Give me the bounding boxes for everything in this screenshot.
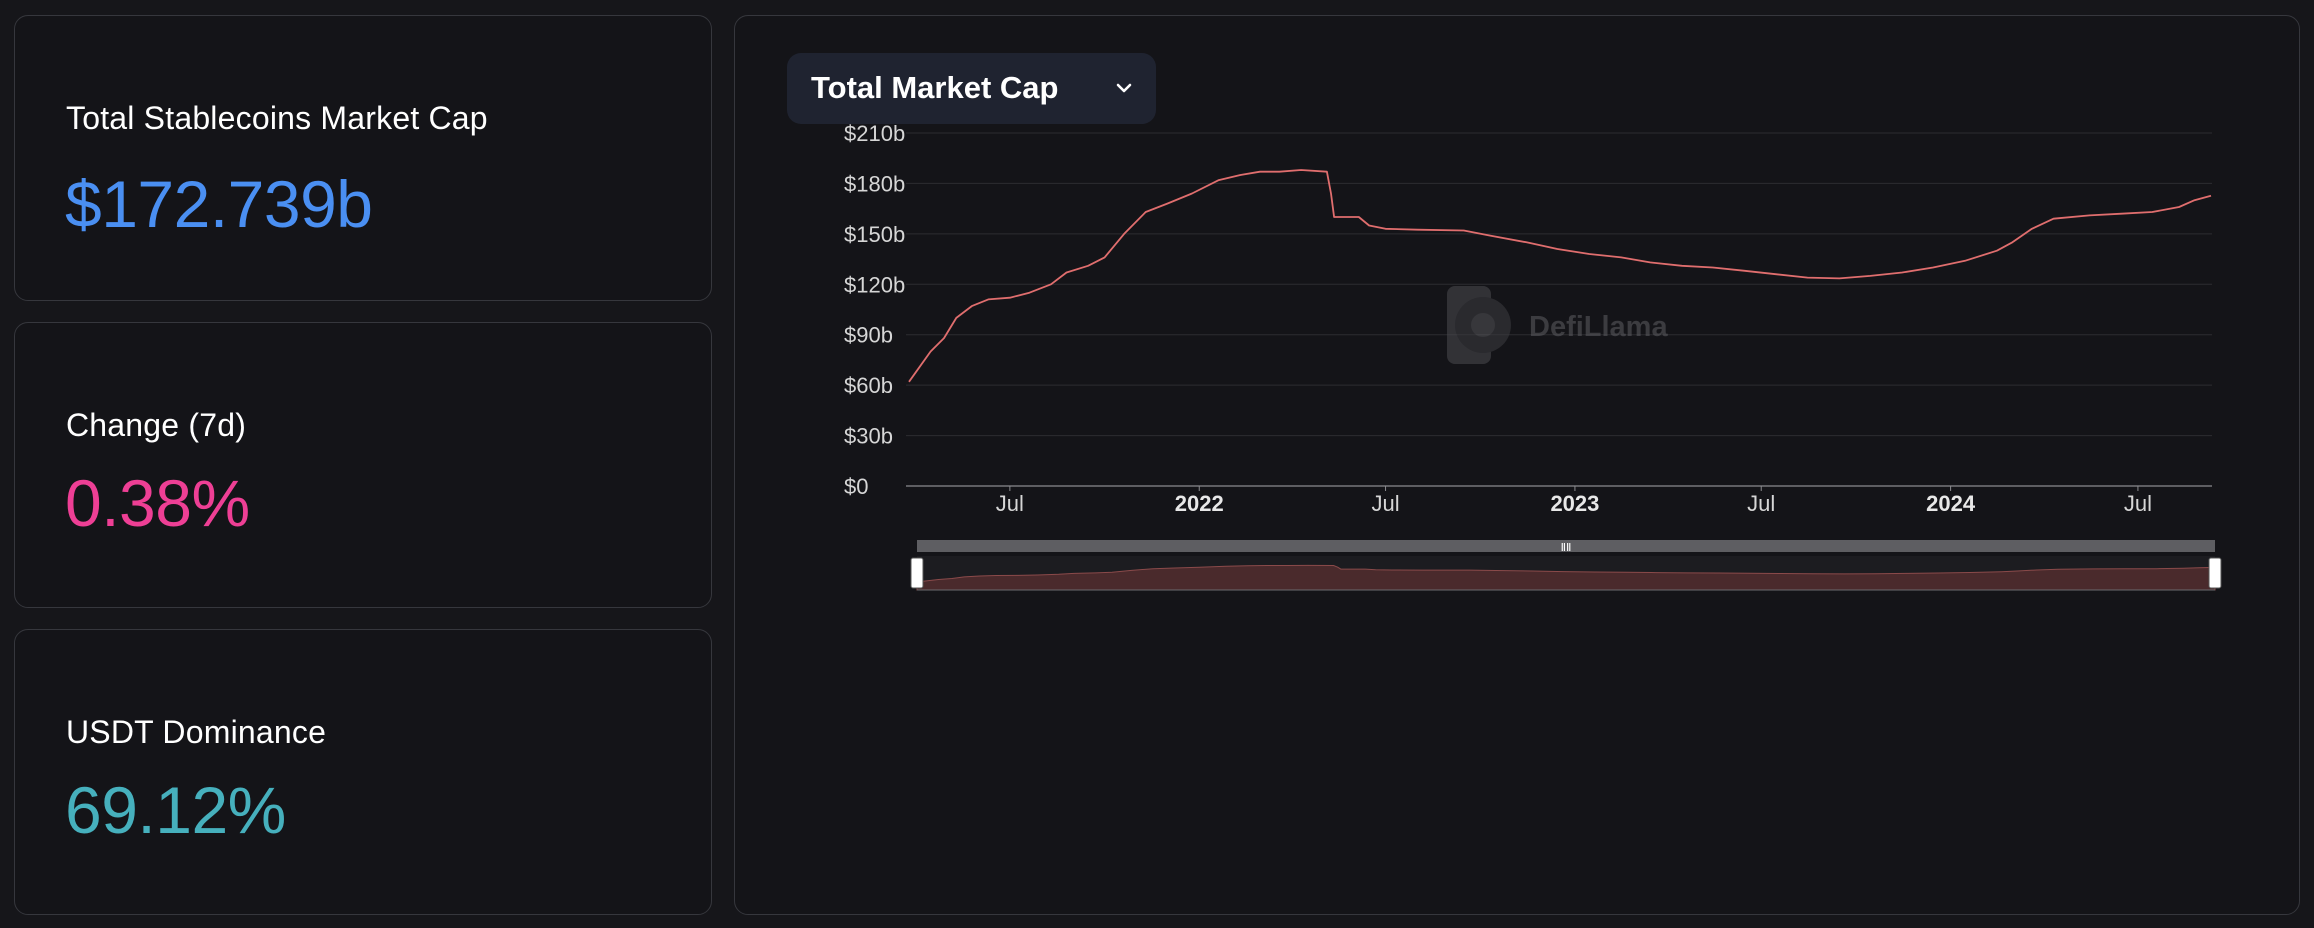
- chevron-down-icon: [1114, 79, 1134, 102]
- total-mcap-label: Total Stablecoins Market Cap: [66, 100, 488, 136]
- y-tick-label: $0: [844, 474, 868, 499]
- zoom-handle-right[interactable]: [2208, 557, 2222, 589]
- x-tick-label: Jul: [1747, 491, 1775, 516]
- watermark-text: DefiLlama: [1529, 311, 1668, 343]
- change-7d-value: 0.38%: [65, 466, 250, 540]
- change-7d-label: Change (7d): [66, 407, 247, 443]
- chart-metric-label: Total Market Cap: [811, 70, 1059, 105]
- market-cap-chart[interactable]: $0 $30b $60b $90b $120b $150b $180b $210b Jul 202…: [735, 16, 2300, 915]
- x-tick-label: Jul: [2124, 491, 2152, 516]
- total-mcap-card: Total Stablecoins Market Cap $172.739b: [14, 15, 712, 301]
- y-tick-label: $150b: [844, 222, 905, 247]
- y-tick-label: $210b: [844, 121, 905, 146]
- usdt-dominance-card: USDT Dominance 69.12%: [14, 629, 712, 915]
- usdt-dominance-label: USDT Dominance: [66, 714, 327, 750]
- grip-icon: ⅡⅡ: [1561, 542, 1572, 554]
- y-tick-label: $120b: [844, 272, 905, 297]
- x-tick-label: 2023: [1550, 491, 1599, 516]
- x-tick-label: 2022: [1175, 491, 1224, 516]
- total-mcap-value: $172.739b: [65, 167, 373, 241]
- y-tick-label: $30b: [844, 424, 893, 449]
- chart-panel: $0 $30b $60b $90b $120b $150b $180b $210b Jul 202…: [734, 15, 2300, 915]
- defillama-watermark: DefiLlama: [1447, 286, 1668, 364]
- usdt-dominance-value: 69.12%: [65, 773, 286, 847]
- y-tick-label: $90b: [844, 323, 893, 348]
- x-tick-label: Jul: [996, 491, 1024, 516]
- market-cap-line: [908, 169, 2212, 383]
- zoom-handle-left[interactable]: [910, 557, 924, 589]
- change-7d-card: Change (7d) 0.38%: [14, 322, 712, 608]
- y-tick-label: $60b: [844, 373, 893, 398]
- x-tick-label: Jul: [1371, 491, 1399, 516]
- zoom-slider-bar[interactable]: [917, 540, 2215, 552]
- x-tick-label: 2024: [1926, 491, 1976, 516]
- chart-metric-dropdown[interactable]: Total Market Cap: [787, 53, 1156, 124]
- y-tick-label: $180b: [844, 171, 905, 196]
- zoom-preview-area: [916, 564, 2216, 591]
- llama-logo-dot: [1471, 313, 1495, 337]
